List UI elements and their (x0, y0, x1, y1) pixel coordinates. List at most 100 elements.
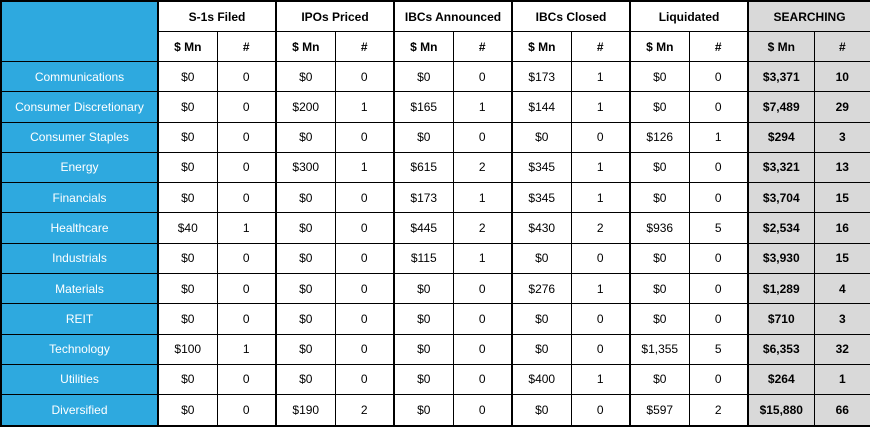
subcolumn-header-liquidated-count[interactable]: # (688, 31, 749, 62)
data-cell-industrials-liquidated-count[interactable]: 0 (688, 242, 749, 274)
data-cell-utilities-ipos-priced-mn[interactable]: $0 (275, 363, 336, 396)
subcolumn-header-ipos-priced-count[interactable]: # (334, 31, 395, 62)
data-cell-materials-ipos-priced-mn[interactable]: $0 (275, 272, 336, 305)
data-cell-technology-searching-count[interactable]: 32 (813, 333, 870, 365)
data-cell-financials-searching-mn[interactable]: $3,704 (747, 182, 815, 214)
data-cell-healthcare-ibcs-announced-count[interactable]: 2 (452, 212, 513, 244)
data-cell-materials-s1s-filed-count[interactable]: 0 (216, 272, 277, 305)
data-cell-consumer-discretionary-ibcs-closed-mn[interactable]: $144 (511, 91, 572, 123)
data-cell-energy-ibcs-announced-count[interactable]: 2 (452, 151, 513, 184)
data-cell-communications-ibcs-closed-mn[interactable]: $173 (511, 60, 572, 93)
data-cell-consumer-staples-searching-count[interactable]: 3 (813, 121, 870, 153)
data-cell-diversified-ibcs-closed-count[interactable]: 0 (570, 394, 631, 427)
column-group-header-ibcs-closed[interactable]: IBCs Closed (511, 0, 631, 32)
data-cell-energy-liquidated-count[interactable]: 0 (688, 151, 749, 184)
data-cell-reit-ibcs-closed-count[interactable]: 0 (570, 303, 631, 335)
data-cell-reit-ibcs-announced-mn[interactable]: $0 (393, 303, 454, 335)
data-cell-utilities-liquidated-mn[interactable]: $0 (629, 363, 690, 396)
row-header-reit[interactable]: REIT (0, 303, 159, 335)
data-cell-utilities-ibcs-announced-count[interactable]: 0 (452, 363, 513, 396)
data-cell-communications-searching-count[interactable]: 10 (813, 60, 870, 93)
data-cell-diversified-ipos-priced-count[interactable]: 2 (334, 394, 395, 427)
data-cell-technology-ipos-priced-mn[interactable]: $0 (275, 333, 336, 365)
data-cell-reit-searching-mn[interactable]: $710 (747, 303, 815, 335)
subcolumn-header-ibcs-announced-count[interactable]: # (452, 31, 513, 62)
data-cell-healthcare-searching-count[interactable]: 16 (813, 212, 870, 244)
data-cell-materials-searching-mn[interactable]: $1,289 (747, 272, 815, 305)
data-cell-reit-liquidated-mn[interactable]: $0 (629, 303, 690, 335)
data-cell-healthcare-s1s-filed-count[interactable]: 1 (216, 212, 277, 244)
data-cell-healthcare-ipos-priced-mn[interactable]: $0 (275, 212, 336, 244)
data-cell-energy-searching-count[interactable]: 13 (813, 151, 870, 184)
data-cell-financials-s1s-filed-mn[interactable]: $0 (157, 182, 218, 214)
row-header-diversified[interactable]: Diversified (0, 394, 159, 427)
data-cell-diversified-ibcs-announced-mn[interactable]: $0 (393, 394, 454, 427)
data-cell-industrials-ibcs-closed-count[interactable]: 0 (570, 242, 631, 274)
data-cell-energy-ibcs-announced-mn[interactable]: $615 (393, 151, 454, 184)
data-cell-consumer-staples-liquidated-count[interactable]: 1 (688, 121, 749, 153)
data-cell-consumer-staples-ipos-priced-count[interactable]: 0 (334, 121, 395, 153)
data-cell-financials-ibcs-closed-mn[interactable]: $345 (511, 182, 572, 214)
subcolumn-header-searching-count[interactable]: # (813, 31, 870, 62)
data-cell-communications-liquidated-count[interactable]: 0 (688, 60, 749, 93)
data-cell-technology-liquidated-count[interactable]: 5 (688, 333, 749, 365)
data-cell-diversified-searching-mn[interactable]: $15,880 (747, 394, 815, 427)
data-cell-utilities-liquidated-count[interactable]: 0 (688, 363, 749, 396)
data-cell-reit-ipos-priced-mn[interactable]: $0 (275, 303, 336, 335)
data-cell-technology-ibcs-closed-count[interactable]: 0 (570, 333, 631, 365)
data-cell-energy-s1s-filed-mn[interactable]: $0 (157, 151, 218, 184)
data-cell-healthcare-s1s-filed-mn[interactable]: $40 (157, 212, 218, 244)
row-header-healthcare[interactable]: Healthcare (0, 212, 159, 244)
data-cell-energy-ipos-priced-mn[interactable]: $300 (275, 151, 336, 184)
subcolumn-header-s1s-filed-count[interactable]: # (216, 31, 277, 62)
data-cell-energy-ibcs-closed-count[interactable]: 1 (570, 151, 631, 184)
data-cell-utilities-ibcs-announced-mn[interactable]: $0 (393, 363, 454, 396)
data-cell-industrials-s1s-filed-mn[interactable]: $0 (157, 242, 218, 274)
data-cell-diversified-s1s-filed-mn[interactable]: $0 (157, 394, 218, 427)
data-cell-materials-ibcs-announced-mn[interactable]: $0 (393, 272, 454, 305)
data-cell-reit-searching-count[interactable]: 3 (813, 303, 870, 335)
column-group-header-ipos-priced[interactable]: IPOs Priced (275, 0, 395, 32)
data-cell-diversified-liquidated-count[interactable]: 2 (688, 394, 749, 427)
row-header-utilities[interactable]: Utilities (0, 363, 159, 396)
data-cell-consumer-discretionary-searching-mn[interactable]: $7,489 (747, 91, 815, 123)
data-cell-reit-ibcs-closed-mn[interactable]: $0 (511, 303, 572, 335)
data-cell-consumer-staples-ibcs-announced-mn[interactable]: $0 (393, 121, 454, 153)
data-cell-energy-ibcs-closed-mn[interactable]: $345 (511, 151, 572, 184)
data-cell-financials-searching-count[interactable]: 15 (813, 182, 870, 214)
data-cell-healthcare-liquidated-count[interactable]: 5 (688, 212, 749, 244)
subcolumn-header-ibcs-closed-mn[interactable]: $ Mn (511, 31, 572, 62)
row-header-financials[interactable]: Financials (0, 182, 159, 214)
data-cell-consumer-discretionary-liquidated-count[interactable]: 0 (688, 91, 749, 123)
data-cell-financials-liquidated-mn[interactable]: $0 (629, 182, 690, 214)
data-cell-healthcare-liquidated-mn[interactable]: $936 (629, 212, 690, 244)
row-header-energy[interactable]: Energy (0, 151, 159, 184)
data-cell-financials-ibcs-announced-mn[interactable]: $173 (393, 182, 454, 214)
subcolumn-header-ipos-priced-mn[interactable]: $ Mn (275, 31, 336, 62)
data-cell-consumer-discretionary-ibcs-closed-count[interactable]: 1 (570, 91, 631, 123)
data-cell-consumer-discretionary-ipos-priced-mn[interactable]: $200 (275, 91, 336, 123)
data-cell-consumer-staples-s1s-filed-count[interactable]: 0 (216, 121, 277, 153)
data-cell-materials-searching-count[interactable]: 4 (813, 272, 870, 305)
data-cell-communications-ibcs-announced-mn[interactable]: $0 (393, 60, 454, 93)
data-cell-industrials-ipos-priced-mn[interactable]: $0 (275, 242, 336, 274)
data-cell-consumer-discretionary-searching-count[interactable]: 29 (813, 91, 870, 123)
data-cell-consumer-staples-ibcs-closed-mn[interactable]: $0 (511, 121, 572, 153)
data-cell-utilities-ibcs-closed-mn[interactable]: $400 (511, 363, 572, 396)
data-cell-materials-liquidated-mn[interactable]: $0 (629, 272, 690, 305)
data-cell-industrials-s1s-filed-count[interactable]: 0 (216, 242, 277, 274)
data-cell-energy-s1s-filed-count[interactable]: 0 (216, 151, 277, 184)
data-cell-technology-ibcs-closed-mn[interactable]: $0 (511, 333, 572, 365)
data-cell-consumer-discretionary-ibcs-announced-count[interactable]: 1 (452, 91, 513, 123)
row-header-communications[interactable]: Communications (0, 60, 159, 93)
data-cell-technology-searching-mn[interactable]: $6,353 (747, 333, 815, 365)
data-cell-energy-liquidated-mn[interactable]: $0 (629, 151, 690, 184)
data-cell-consumer-staples-ibcs-announced-count[interactable]: 0 (452, 121, 513, 153)
column-group-header-s1s-filed[interactable]: S-1s Filed (157, 0, 277, 32)
subcolumn-header-liquidated-mn[interactable]: $ Mn (629, 31, 690, 62)
data-cell-financials-liquidated-count[interactable]: 0 (688, 182, 749, 214)
data-cell-energy-ipos-priced-count[interactable]: 1 (334, 151, 395, 184)
data-cell-utilities-ipos-priced-count[interactable]: 0 (334, 363, 395, 396)
data-cell-consumer-discretionary-s1s-filed-count[interactable]: 0 (216, 91, 277, 123)
data-cell-financials-s1s-filed-count[interactable]: 0 (216, 182, 277, 214)
